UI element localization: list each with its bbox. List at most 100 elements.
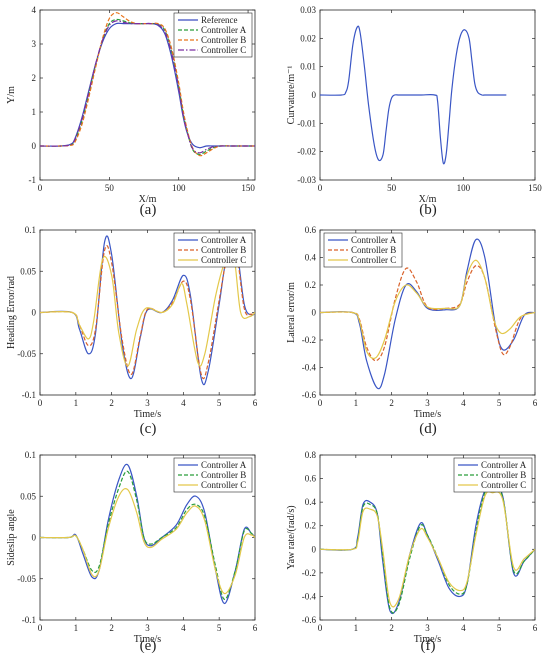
chart-panel-e: 0 1 2 3 4 5 6 -0.1 -0.05 0 0.05 0.1 Time/s Sideslip a…: [6, 450, 258, 654]
y-tick-label: 0.2: [305, 521, 316, 531]
x-axis-label: Time/s: [134, 409, 162, 420]
x-tick-label: 6: [533, 623, 538, 633]
x-axis-label: Time/s: [414, 634, 442, 645]
x-tick-label: 3: [425, 398, 430, 408]
panel-caption: (e): [140, 638, 157, 654]
legend-entry: Controller A: [201, 235, 247, 245]
y-tick-label: -0.6: [302, 390, 317, 400]
y-tick-label: 0.4: [305, 253, 317, 263]
x-tick-label: 150: [528, 183, 542, 193]
x-tick-label: 6: [253, 398, 258, 408]
y-tick-label: 0.6: [305, 225, 317, 235]
x-tick-label: 0: [318, 183, 323, 193]
y-tick-label: 0: [32, 308, 37, 318]
x-tick-label: 100: [457, 183, 471, 193]
legend-entry: Controller B: [201, 35, 246, 45]
y-tick-label: 0.02: [300, 33, 316, 43]
x-tick-label: 50: [105, 183, 115, 193]
x-tick-label: 4: [181, 398, 186, 408]
y-tick-label: -0.4: [302, 591, 317, 601]
y-tick-label: -0.03: [297, 175, 316, 185]
y-tick-label: -0.1: [22, 390, 36, 400]
y-tick-label: -0.01: [297, 118, 316, 128]
series-group: [320, 238, 535, 390]
chart-panel-b: 0 50 100 150 -0.03 -0.02 -0.01 0 0.01 0.02 0.03 X/m…: [286, 5, 542, 218]
x-tick-label: 3: [145, 623, 150, 633]
y-tick-label: 0.05: [20, 491, 36, 501]
y-tick-label: 0.4: [305, 497, 317, 507]
x-tick-label: 100: [172, 183, 186, 193]
chart-panel-d: 0 1 2 3 4 5 6 -0.6 -0.4 -0.2 0 0.2 0.4 0.6 Time/s Later…: [286, 225, 538, 437]
legend-entry: Controller A: [481, 460, 527, 470]
series-line-controller-a: [320, 238, 535, 390]
y-tick-label: -0.05: [17, 349, 36, 359]
series-group: [320, 25, 507, 165]
y-tick-label: -0.2: [302, 568, 316, 578]
legend-entry: Controller C: [201, 480, 246, 490]
y-axis-label: Curvature/m⁻¹: [286, 66, 297, 125]
x-tick-label: 2: [109, 398, 114, 408]
y-tick-label: -0.05: [17, 574, 36, 584]
series-line-controller-c: [320, 259, 535, 360]
x-tick-label: 4: [461, 623, 466, 633]
x-tick-label: 1: [354, 623, 359, 633]
legend-entry: Controller B: [201, 245, 246, 255]
x-tick-label: 5: [497, 398, 502, 408]
series-line-controller-b: [40, 470, 255, 600]
x-tick-label: 5: [497, 623, 502, 633]
series-line-controller-a: [40, 463, 255, 605]
legend-entry: Controller A: [201, 460, 247, 470]
y-tick-label: 0: [32, 141, 37, 151]
x-tick-label: 0: [318, 398, 323, 408]
panel-caption: (f): [421, 638, 436, 654]
y-axis-label: Y/m: [6, 86, 17, 104]
x-tick-label: 50: [387, 183, 397, 193]
legend-entry: Controller A: [201, 25, 247, 35]
chart-panel-f: 0 1 2 3 4 5 6 -0.6 -0.4 -0.2 0 0.2 0.4 0.6 0.8 Time/s Ya…: [286, 450, 538, 654]
chart-panel-a: 0 50 100 150-101234X/mY/mReferenceControlle…: [6, 5, 256, 218]
y-tick-label: 0: [312, 90, 317, 100]
series-group: [40, 12, 255, 157]
y-tick-label: -1: [29, 175, 37, 185]
series-line-controller-b: [40, 12, 255, 157]
x-axis-label: Time/s: [414, 409, 442, 420]
x-tick-label: 5: [217, 623, 222, 633]
series-line-controller-c: [40, 488, 255, 595]
x-axis-label: X/m: [419, 194, 437, 205]
series-line-controller-b: [320, 265, 535, 362]
x-tick-label: 6: [533, 398, 538, 408]
y-tick-label: -0.6: [302, 615, 317, 625]
x-tick-label: 2: [389, 623, 394, 633]
panel-caption: (d): [419, 421, 437, 437]
y-tick-label: -0.4: [302, 363, 317, 373]
series-line-curvature: [320, 25, 507, 165]
legend-entry: Controller B: [201, 470, 246, 480]
y-tick-label: 0.8: [305, 450, 317, 460]
legend-entry: Controller B: [481, 470, 526, 480]
legend-entry: Controller C: [201, 255, 246, 265]
legend-entry: Reference: [201, 15, 237, 25]
y-axis-label: Lateral error/m: [286, 282, 297, 343]
legend-entry: Controller A: [351, 235, 397, 245]
legend-entry: Controller B: [351, 245, 396, 255]
x-tick-label: 6: [253, 623, 258, 633]
x-tick-label: 150: [241, 183, 255, 193]
x-tick-label: 1: [74, 623, 79, 633]
panel-caption: (a): [140, 202, 157, 218]
y-tick-label: 0.6: [305, 474, 317, 484]
x-axis-label: Time/s: [134, 634, 162, 645]
x-axis-label: X/m: [139, 194, 157, 205]
x-tick-label: 4: [461, 398, 466, 408]
series-group: [40, 463, 255, 605]
y-axis-label: Sideslip angle: [6, 509, 17, 566]
x-tick-label: 2: [389, 398, 394, 408]
x-tick-label: 4: [181, 623, 186, 633]
x-tick-label: 0: [318, 623, 323, 633]
y-tick-label: 2: [32, 73, 37, 83]
x-tick-label: 0: [38, 398, 43, 408]
